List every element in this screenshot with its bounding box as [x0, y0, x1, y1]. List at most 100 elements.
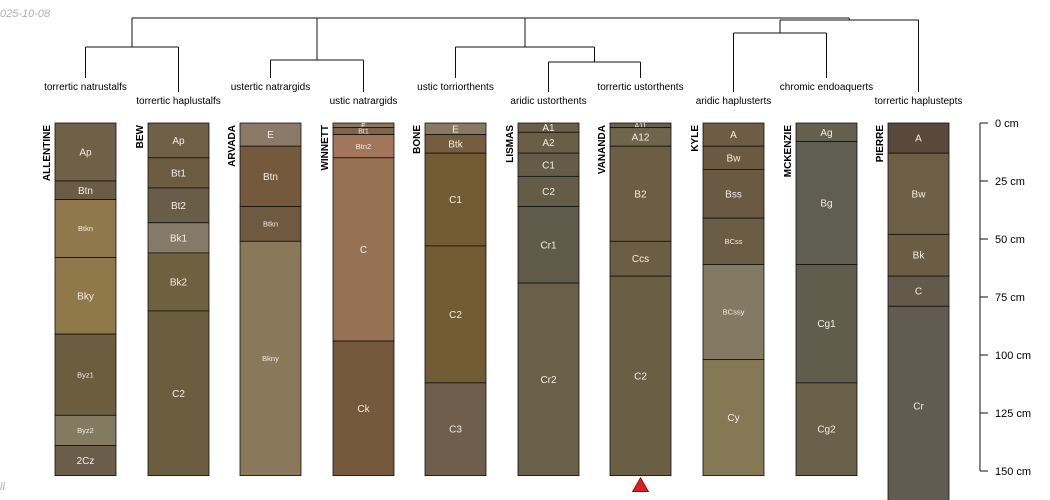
horizon-vananda-a12: A12	[609, 127, 672, 147]
horizon-fill	[54, 333, 117, 416]
horizon-fill	[517, 175, 580, 207]
horizon-mckenzie-cg1: Cg1	[795, 264, 858, 384]
horizon-bew-ap: Ap	[147, 122, 210, 159]
horizon-label: 2Cz	[77, 456, 95, 467]
horizon-label: Bt1	[171, 168, 186, 179]
profile-bone: E Btk C1 C2 C3 BONE ustic torriorthents	[412, 82, 494, 477]
depth-tick-label: 50 cm	[995, 234, 1025, 246]
horizon-fill	[702, 217, 765, 265]
horizon-arvada-btn: Btn	[239, 145, 302, 207]
horizon-lismas-a2: A2	[517, 131, 580, 154]
profile-pierre: A Bw Bk C Cr PIERRE torrertic haplustepts	[875, 96, 962, 500]
horizon-label: E	[361, 123, 366, 130]
horizon-label: Byz2	[77, 426, 94, 435]
horizon-label: Btn	[78, 186, 93, 197]
horizon-label: Cr2	[540, 375, 557, 386]
taxon-label-mckenzie: chromic endoaquerts	[780, 82, 873, 93]
horizon-bone-c3: C3	[424, 382, 487, 477]
depth-tick-label: 150 cm	[995, 466, 1031, 478]
horizon-fill	[147, 252, 210, 312]
horizon-fill	[147, 187, 210, 224]
horizon-allentine-btkn: Btkn	[54, 199, 117, 258]
horizon-label: C	[915, 287, 922, 298]
horizon-label: Btk	[448, 139, 463, 150]
horizon-pierre-cr: Cr	[887, 305, 950, 500]
profile-name-winnett: WINNETT	[320, 125, 331, 171]
horizon-pierre-bk: Bk	[887, 233, 950, 277]
horizon-label: C2	[449, 310, 462, 321]
horizon-fill	[887, 122, 950, 154]
profile-bew: Ap Bt1 Bt2 Bk1 Bk2 C2 BEW torrertic haplustalfs	[135, 96, 221, 477]
horizon-label: A12	[632, 132, 650, 143]
horizon-fill	[702, 168, 765, 219]
taxon-label-kyle: aridic haplusterts	[696, 96, 772, 107]
horizon-label: Byz1	[77, 370, 94, 379]
horizon-label: BCssy	[723, 308, 745, 317]
horizon-label: Cg2	[817, 425, 836, 436]
horizon-kyle-bcss: BCss	[702, 217, 765, 265]
horizon-label: E	[452, 124, 459, 135]
horizon-fill	[239, 240, 302, 477]
horizon-label: Ccs	[632, 254, 649, 265]
corner-mark: ll	[0, 481, 5, 493]
horizon-fill	[147, 310, 210, 477]
horizon-fill	[54, 122, 117, 182]
depth-tick-label: 100 cm	[995, 350, 1031, 362]
profile-name-bew: BEW	[135, 124, 146, 148]
horizon-label: A2	[542, 138, 555, 149]
depth-tick-label: 125 cm	[995, 408, 1031, 420]
horizon-label: Ap	[79, 148, 92, 159]
profile-allentine: Ap Btn Btkn Bky Byz1 Byz2 2Cz ALLENTINE torrerti…	[42, 82, 127, 477]
horizon-label: C2	[172, 389, 185, 400]
horizon-vananda-b2: B2	[609, 145, 672, 242]
horizon-mckenzie-bg: Bg	[795, 141, 858, 265]
horizon-fill	[54, 445, 117, 477]
horizon-label: Ck	[357, 404, 370, 415]
horizon-fill	[702, 359, 765, 477]
horizon-kyle-bcssy: BCssy	[702, 264, 765, 361]
horizon-label: Bss	[725, 189, 742, 200]
horizon-fill	[54, 414, 117, 446]
horizon-label: A	[730, 130, 737, 141]
horizon-arvada-e: E	[239, 122, 302, 147]
horizon-winnett-ck: Ck	[332, 340, 395, 477]
horizon-label: Bk	[913, 251, 926, 262]
depth-tick-label: 25 cm	[995, 176, 1025, 188]
horizon-fill	[239, 145, 302, 207]
horizon-fill	[887, 275, 950, 307]
horizon-allentine-ap: Ap	[54, 122, 117, 182]
horizon-lismas-c2: C2	[517, 175, 580, 207]
taxon-label-winnett: ustic natrargids	[330, 96, 398, 107]
horizon-kyle-bss: Bss	[702, 168, 765, 219]
truncation-marker	[631, 476, 650, 493]
horizon-label: Cr	[913, 402, 924, 413]
profile-name-allentine: ALLENTINE	[42, 125, 53, 181]
horizon-arvada-bkny: Bkny	[239, 240, 302, 477]
horizon-fill	[147, 222, 210, 254]
horizon-fill	[517, 282, 580, 477]
horizon-fill	[147, 122, 210, 159]
horizon-fill	[609, 275, 672, 477]
horizon-label: Bky	[77, 291, 94, 302]
horizon-winnett-c: C	[332, 157, 395, 342]
horizon-fill	[887, 152, 950, 235]
horizon-label: Btn	[263, 172, 278, 183]
horizon-kyle-cy: Cy	[702, 359, 765, 477]
horizon-label: Cr1	[540, 240, 557, 251]
horizon-label: Btkn	[78, 224, 93, 233]
horizon-bew-bt2: Bt2	[147, 187, 210, 224]
date-stamp: 025-10-08	[0, 8, 51, 20]
profile-kyle: A Bw Bss BCss BCssy Cy KYLE aridic haplusterts	[690, 96, 772, 477]
horizon-vananda-c2: C2	[609, 275, 672, 477]
horizon-label: Bg	[820, 199, 832, 210]
horizon-allentine-bky: Bky	[54, 257, 117, 335]
taxon-label-lismas: aridic ustorthents	[510, 96, 586, 107]
soil-profiles: Ap Btn Btkn Bky Byz1 Byz2 2Cz ALLENTINE torrerti…	[42, 82, 962, 500]
horizon-label: Btkn	[263, 220, 278, 229]
horizon-label: Bk1	[170, 233, 188, 244]
horizon-bew-bk1: Bk1	[147, 222, 210, 254]
profile-name-kyle: KYLE	[690, 125, 701, 152]
horizon-label: C1	[542, 160, 555, 171]
horizon-label: Bkny	[262, 354, 279, 363]
